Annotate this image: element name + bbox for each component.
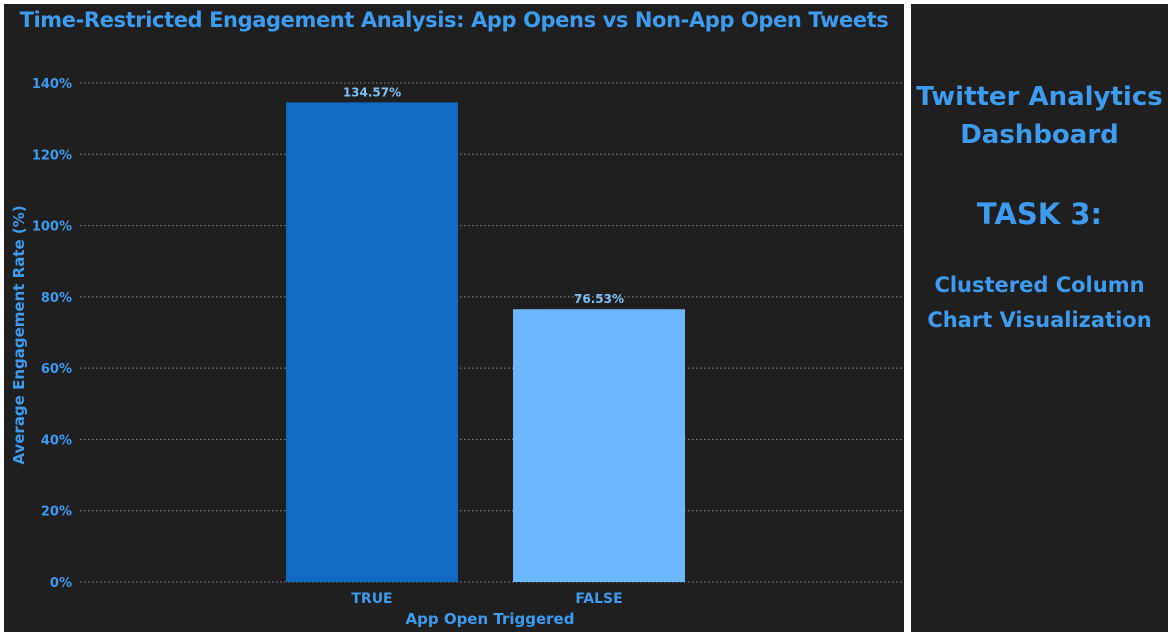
x-tick-label: TRUE — [351, 591, 392, 607]
y-tick-label: 40% — [41, 433, 72, 448]
x-axis-title: App Open Triggered — [406, 610, 575, 628]
bar-false[interactable] — [513, 309, 685, 582]
chart-panel: Time-Restricted Engagement Analysis: App… — [4, 4, 904, 632]
y-tick-label: 20% — [41, 505, 72, 520]
data-label: 76.53% — [574, 292, 624, 306]
data-label: 134.57% — [343, 85, 401, 99]
task-label: TASK 3: — [976, 197, 1103, 231]
y-axis-title: Average Engagement Rate (%) — [10, 205, 28, 464]
y-tick-label: 100% — [32, 220, 72, 235]
y-tick-label: 0% — [50, 576, 72, 591]
dashboard-title: Twitter Analytics Dashboard — [916, 82, 1163, 150]
y-tick-label: 120% — [32, 148, 72, 163]
x-tick-label: FALSE — [575, 591, 622, 607]
side-panel: Twitter Analytics Dashboard TASK 3: Clus… — [911, 4, 1168, 632]
bar-true[interactable] — [286, 102, 458, 583]
task-subtitle: Clustered Column Chart Visualization — [927, 273, 1152, 332]
y-tick-label: 60% — [41, 362, 72, 377]
y-tick-label: 80% — [41, 291, 72, 306]
chart-title: Time-Restricted Engagement Analysis: App… — [19, 8, 889, 32]
y-tick-label: 140% — [32, 77, 72, 92]
column-chart: 0% 20% 40% 60% 80% 100% 120% 140% 134.57% 76.53%… — [10, 77, 904, 628]
